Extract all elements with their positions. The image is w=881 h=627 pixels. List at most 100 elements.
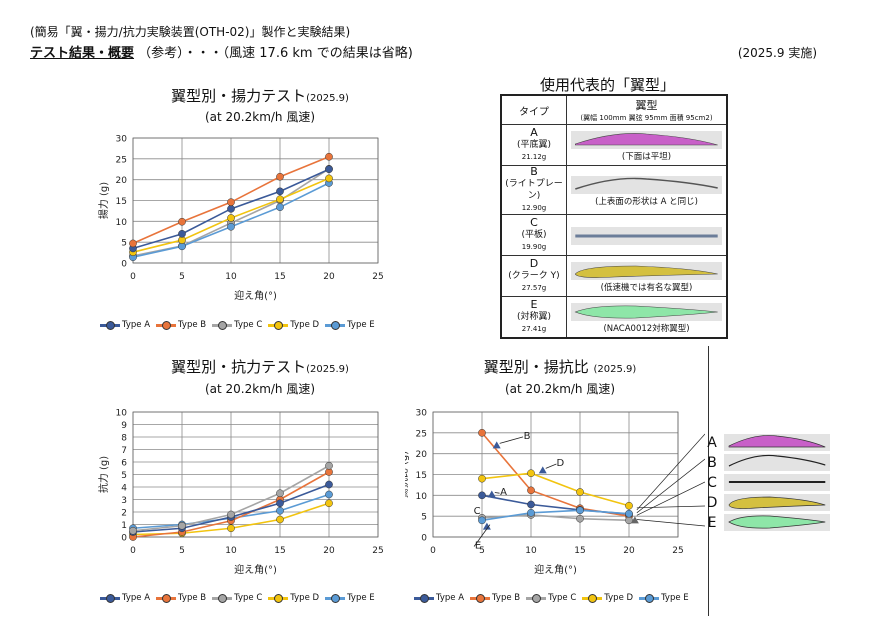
y-tick-label: 10 [116, 218, 128, 228]
side-leader-line [636, 433, 705, 511]
y-tick-label: 7 [121, 446, 127, 456]
drag-chart-title: 翼型別・抗力テスト(2025.9) [130, 356, 390, 377]
legend-label: Type A [122, 593, 151, 603]
vertical-divider [708, 346, 709, 616]
legend-item: Type A [100, 320, 150, 330]
y-tick-label: 20 [116, 176, 128, 186]
airfoil-shape-cell [566, 214, 728, 256]
data-point-type-b [478, 428, 486, 437]
side-airfoil-profile [728, 515, 826, 529]
legend-item: Type D [582, 593, 633, 603]
legend-swatch-icon [582, 594, 603, 603]
legend-label: Type E [661, 593, 689, 603]
series-line-type-e [481, 509, 630, 522]
legend-swatch-icon [268, 321, 289, 330]
airfoil-d-icon [574, 265, 718, 278]
side-legend-label-e: E [708, 515, 717, 531]
x-tick-label: 0 [430, 546, 436, 556]
ratio-title-note: (2025.9) [593, 364, 637, 375]
side-leader-line [636, 458, 705, 514]
side-airfoil-profile [728, 435, 826, 448]
data-point-type-e [276, 203, 284, 212]
y-tick-label: 5 [121, 471, 127, 481]
data-point-type-b [325, 152, 333, 161]
side-legend-label-a: A [707, 435, 717, 451]
legend-item: Type E [325, 320, 375, 330]
legend-item: Type B [156, 320, 206, 330]
ratio-chart: 0 5 10 15 20 25 30 0 5 10 15 20 25 迎え角(°) 揚抗比 (g) B D A C E [405, 409, 705, 576]
x-tick-label: 10 [225, 546, 237, 556]
side-airfoil-a-icon [728, 435, 826, 448]
annotation-marker-icon [492, 441, 501, 449]
y-tick-label: 15 [416, 471, 427, 481]
airfoil-name: (クラーク Y) [508, 271, 560, 281]
x-tick-label: 5 [179, 546, 185, 556]
ratio-title-text: 翼型別・揚抗比 [483, 358, 589, 376]
legend-item: Type E [325, 593, 375, 603]
y-tick-label: 5 [121, 239, 127, 249]
airfoil-profile [574, 132, 718, 145]
plot-area [132, 137, 379, 264]
legend-swatch-icon [325, 321, 346, 330]
side-leader-line [636, 519, 705, 527]
airfoil-type-cell: B (ライトプレーン) 12.90g [500, 165, 567, 215]
legend-swatch-icon [414, 594, 434, 603]
legend-item: Type D [268, 320, 319, 330]
y-tick-label: 15 [116, 197, 127, 207]
data-point-type-d [227, 214, 235, 222]
ratio-chart-legend: Type A Type B Type C Type D Type E [414, 593, 689, 603]
data-point-type-d [625, 501, 633, 510]
legend-label: Type C [548, 593, 577, 603]
legend-item: Type C [212, 320, 262, 330]
drag-title-note: (2025.9) [306, 364, 349, 375]
lift-chart: 0 5 10 15 20 25 30 0 5 10 15 20 25 迎え角(°) 揚力 (g) [97, 135, 384, 303]
legend-swatch-icon [212, 594, 233, 603]
data-point-type-d [527, 469, 535, 478]
airfoil-shape-box [571, 261, 722, 280]
annotation-label: E [475, 541, 481, 552]
data-point-type-a [325, 480, 333, 489]
airfoil-note: (低速機では有名な翼型) [600, 282, 693, 293]
airfoil-type-cell: D (クラーク Y) 27.57g [500, 255, 567, 297]
y-tick-label: 10 [116, 409, 128, 419]
legend-item: Type B [470, 593, 520, 603]
airfoil-note: (下面は平坦) [621, 151, 672, 162]
airfoil-shape-box [571, 226, 722, 245]
data-point-type-c [178, 521, 186, 530]
ratio-chart-title: 翼型別・揚抗比 (2025.9) [450, 356, 670, 377]
side-legend-label-b: B [707, 455, 717, 471]
header-line-1: (簡易「翼・揚力/抗力実験装置(OTH-02)」製作と実験結果) [30, 25, 351, 39]
airfoil-row-a: A (平底翼) 21.12g (下面は平坦) [500, 124, 728, 166]
airfoil-row-b: B (ライトプレーン) 12.90g (上表面の形状は A と同じ) [500, 165, 728, 215]
x-axis-label: 迎え角(°) [534, 564, 577, 576]
drag-title-text: 翼型別・抗力テスト [171, 358, 307, 376]
airfoil-weight: 27.57g [521, 284, 547, 292]
data-point-type-e [576, 506, 584, 515]
y-tick-label: 2 [121, 509, 127, 519]
x-tick-label: 20 [623, 546, 635, 556]
x-tick-label: 5 [479, 546, 485, 556]
data-point-type-d [227, 524, 235, 533]
legend-item: Type A [414, 593, 464, 603]
annotation-marker-icon [482, 522, 491, 530]
x-tick-label: 0 [130, 272, 136, 282]
legend-item: Type C [212, 593, 262, 603]
y-tick-label: 30 [416, 409, 428, 419]
annotation-leader [545, 463, 557, 469]
data-point-type-e [527, 508, 535, 517]
airfoil-e-icon [574, 305, 718, 318]
legend-label: Type B [492, 593, 521, 603]
y-tick-label: 9 [121, 421, 127, 431]
airfoil-letter: B [530, 165, 538, 178]
airfoil-shape-cell: (低速機では有名な翼型) [566, 255, 728, 297]
legend-label: Type E [347, 593, 375, 603]
lift-title-note: (2025.9) [306, 93, 349, 104]
legend-item: Type E [639, 593, 689, 603]
data-point-type-a [178, 229, 186, 238]
airfoil-profile [574, 305, 718, 318]
lift-chart-legend: Type A Type B Type C Type D Type E [100, 320, 375, 330]
drag-chart-legend: Type A Type B Type C Type D Type E [100, 593, 375, 603]
y-tick-label: 0 [121, 534, 127, 544]
drag-chart: 0 1 2 3 4 5 6 7 8 9 10 0 5 10 15 20 25 迎え角(°) 抗力 (g) [97, 409, 384, 577]
